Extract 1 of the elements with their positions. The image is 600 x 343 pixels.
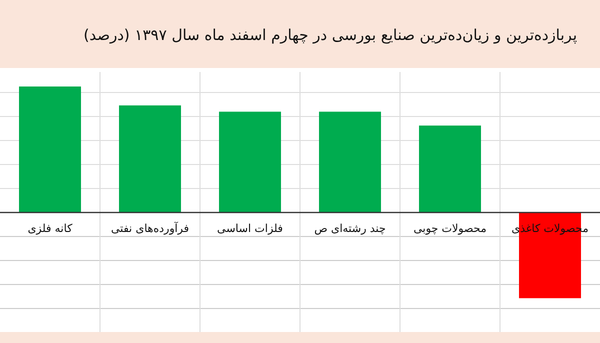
- title: پربازده‌ترین و زیان‌ده‌ترین صنایع بورسی در چهارم اسفند ماه سال ۱۳۹۷ (درصد): [84, 26, 577, 44]
